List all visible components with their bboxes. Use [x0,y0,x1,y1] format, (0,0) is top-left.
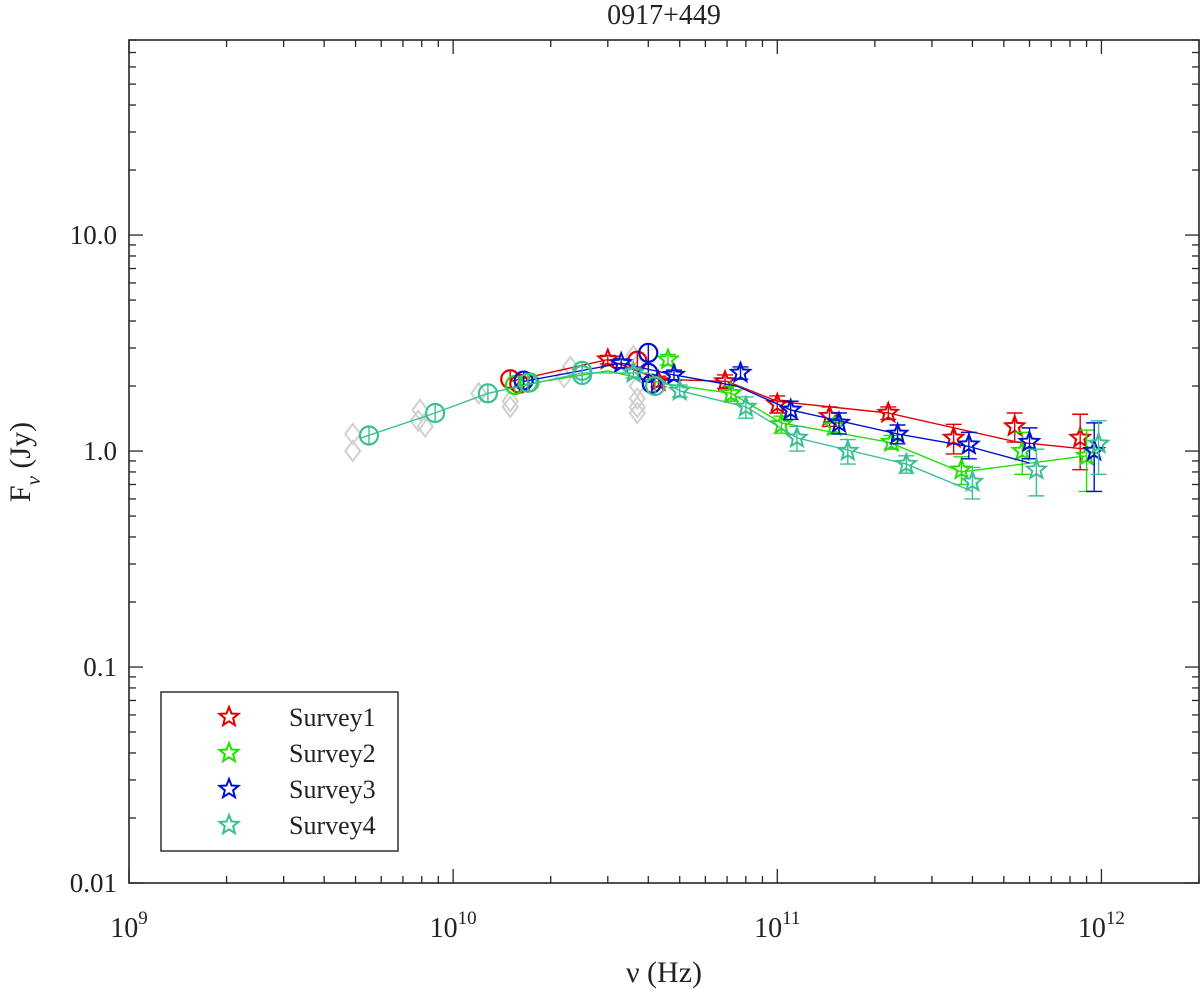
series-survey4 [358,360,1111,500]
star-point [655,346,681,370]
star-point [1086,431,1111,455]
star-point [949,456,974,480]
legend: Survey1 Survey2 Survey3 Survey4 [160,691,399,852]
legend-label: Survey1 [289,703,376,732]
background-point [501,395,519,419]
y-tick-label: 10.0 [70,220,117,250]
background-point [343,422,362,446]
y-axis-label-sub: ν [21,475,45,485]
star-point [894,451,919,475]
data-series [358,342,1111,500]
axis-ticks: 109 1010 1011 1012 0.01 0.1 1.0 10.0 [70,39,1200,944]
star-point [778,397,803,421]
star-point [826,410,852,434]
legend-items: Survey1 Survey2 Survey3 Survey4 [216,703,376,840]
star-point [595,346,620,370]
star-point [621,360,646,384]
legend-star-icon [216,812,242,836]
star-point [1017,429,1042,453]
background-point [501,389,519,413]
star-point [835,438,860,462]
star-point [718,380,744,404]
x-tick-label: 109 [110,908,148,944]
x-axis-label: ν (Hz) [626,956,702,989]
x-tick-label: 1011 [754,908,800,944]
legend-box [160,691,399,852]
background-point [628,395,647,419]
series-survey3 [513,342,1107,493]
star-point [960,469,985,493]
star-point [956,431,982,456]
y-axis-label: Fν (Jy) [4,422,45,502]
background-point [628,386,647,411]
background-point [628,401,647,425]
star-point [661,362,687,386]
chart-title: 0917+449 [607,0,721,31]
star-point [885,421,910,445]
background-point [416,414,434,439]
star-point [941,425,966,449]
legend-label: Survey3 [289,775,376,804]
star-point [667,378,692,402]
star-point [733,394,759,418]
legend-label: Survey2 [289,739,376,768]
star-point [876,400,901,424]
star-point [1082,438,1107,462]
star-point [1068,425,1093,449]
x-tick-label: 1010 [430,908,477,944]
star-point [728,360,753,384]
legend-star-icon [216,740,242,764]
star-point [609,350,634,374]
y-axis-label-main: F [4,485,37,502]
y-tick-label: 0.01 [70,868,117,898]
y-tick-label: 1.0 [83,436,117,466]
series-line [523,362,1030,464]
background-point [470,381,488,405]
x-tick-label: 1012 [1078,908,1125,944]
star-point [784,425,810,449]
y-axis-label-unit: (Jy) [4,422,37,476]
background-point [411,398,429,422]
y-tick-label: 0.1 [83,652,117,682]
legend-star-icon [216,704,242,728]
background-point [343,439,362,463]
star-point [1002,413,1027,437]
legend-star-icon [216,776,242,800]
star-point [1024,456,1049,480]
legend-label: Survey4 [289,811,376,840]
